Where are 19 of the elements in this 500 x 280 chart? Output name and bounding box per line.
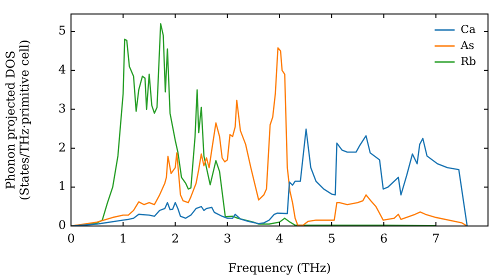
y-tick-label: 2	[58, 140, 66, 154]
legend-label: Rb	[460, 54, 476, 68]
x-tick-label: 7	[432, 231, 440, 246]
x-tick-label: 5	[328, 231, 336, 246]
y-tick-label: 1	[58, 179, 66, 194]
x-axis-title: Frequency (THz)	[228, 260, 331, 275]
y-tick-label: 5	[58, 24, 66, 38]
y-tick-label: 3	[58, 101, 66, 116]
y-tick-label: 0	[58, 218, 66, 232]
x-tick-label: 0	[67, 231, 75, 246]
x-tick-label: 4	[276, 231, 284, 246]
x-tick-label: 6	[380, 231, 388, 246]
legend-label: Ca	[460, 22, 476, 36]
legend-label: As	[460, 38, 475, 52]
y-axis-title: Phonon projected DOS (States/THz·primitive cell)	[3, 40, 32, 200]
x-tick-label: 3	[224, 231, 232, 246]
y-tick-label: 4	[58, 62, 66, 77]
x-tick-label: 1	[119, 231, 127, 246]
x-tick-label: 2	[171, 231, 180, 246]
